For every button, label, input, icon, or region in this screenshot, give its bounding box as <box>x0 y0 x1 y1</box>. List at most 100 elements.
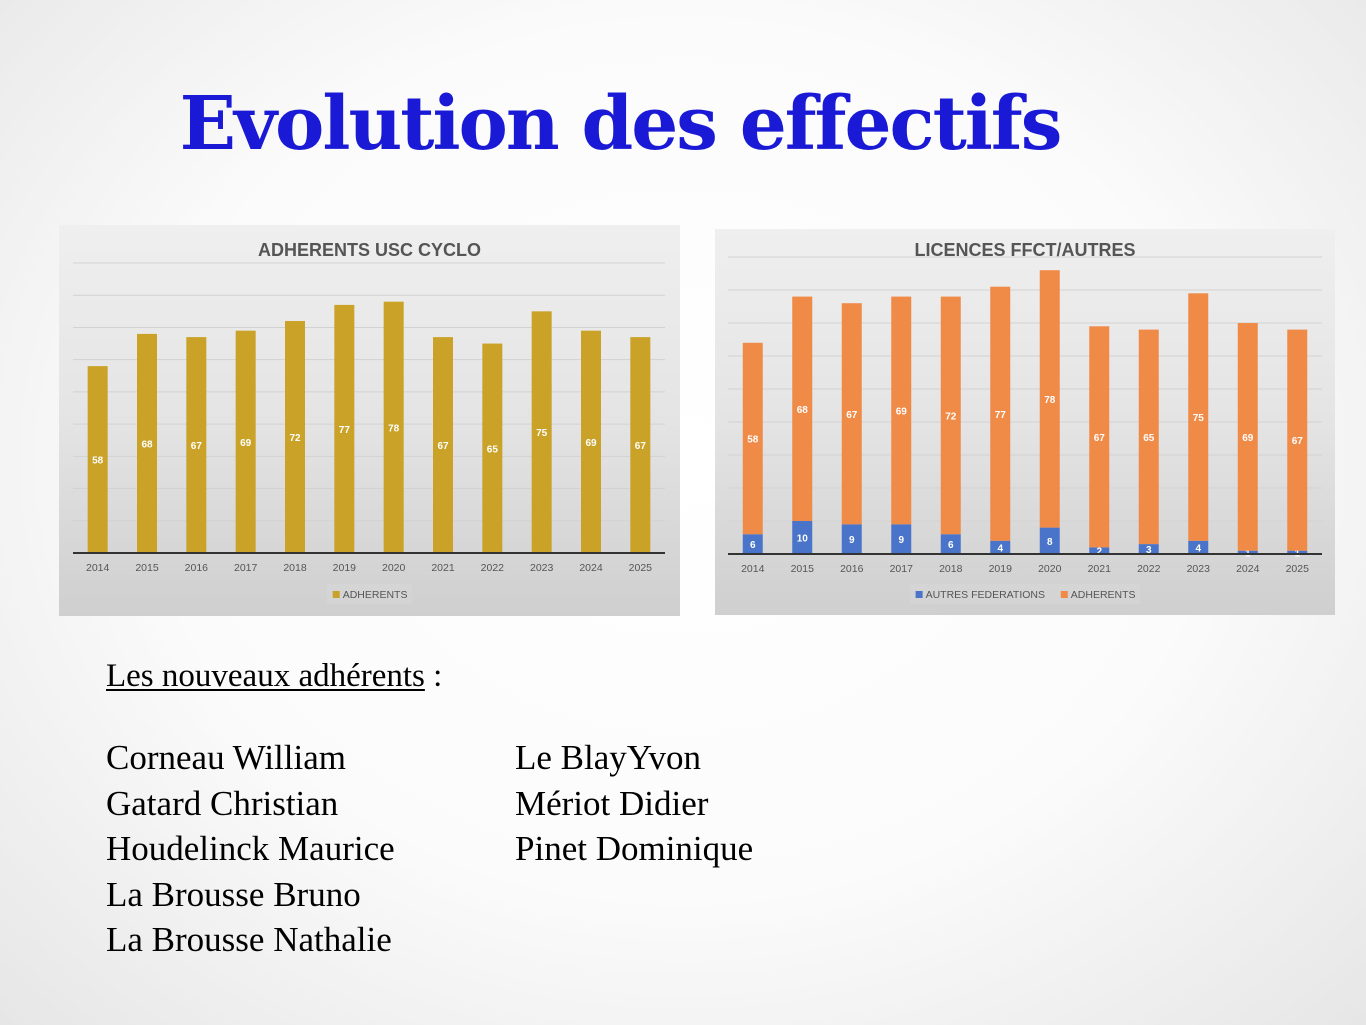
data-label: 6 <box>948 540 954 551</box>
bar <box>1237 550 1258 554</box>
bar <box>1039 270 1060 528</box>
x-tick-label: 2023 <box>530 562 554 574</box>
data-label: 69 <box>240 438 252 449</box>
new-members-heading-text: Les nouveaux adhérents <box>106 658 425 694</box>
bar <box>891 524 912 554</box>
data-label: 69 <box>896 406 908 417</box>
bar <box>792 296 813 521</box>
member-name: La Brousse Nathalie <box>106 920 392 960</box>
adherents-chart-svg: ADHERENTS USC CYCLO 58 2014 68 2015 67 2016 69 2… <box>73 240 665 604</box>
x-tick-label: 2021 <box>431 562 455 574</box>
member-name: Corneau William <box>106 738 346 777</box>
data-label: 67 <box>635 441 647 452</box>
x-tick-label: 2019 <box>333 562 357 574</box>
chart-title: ADHERENTS USC CYCLO <box>258 240 481 260</box>
bar <box>235 330 256 553</box>
bar <box>482 343 503 553</box>
bar <box>630 337 651 553</box>
x-tick-label: 2020 <box>382 562 406 574</box>
bar <box>990 540 1011 554</box>
bar <box>383 301 404 553</box>
chart-title: LICENCES FFCT/AUTRES <box>914 240 1135 260</box>
data-label: 4 <box>1195 543 1201 554</box>
x-tick-label: 2018 <box>283 562 307 574</box>
bar <box>581 330 601 553</box>
licences-chart: LICENCES FFCT/AUTRES 6 58 2014 10 68 2015 9 67 20… <box>715 229 1335 615</box>
data-label: 4 <box>997 543 1003 554</box>
x-tick-label: 2014 <box>86 562 110 574</box>
data-label: 75 <box>536 428 548 439</box>
bar <box>1188 293 1209 541</box>
member-name: Pinet Dominique <box>515 829 754 869</box>
data-label: 6 <box>750 540 756 551</box>
member-name: La Brousse Bruno <box>106 874 361 914</box>
data-label: 77 <box>995 410 1007 421</box>
bar <box>1138 544 1159 554</box>
data-label: 75 <box>1193 413 1205 424</box>
x-tick-label: 2024 <box>579 562 603 574</box>
data-label: 65 <box>487 444 499 455</box>
bar <box>87 366 108 553</box>
legend-swatch <box>915 591 923 598</box>
data-label: 65 <box>1143 433 1155 444</box>
x-tick-label: 2024 <box>1236 563 1260 575</box>
x-tick-label: 2017 <box>890 563 914 575</box>
data-label: 72 <box>945 411 957 422</box>
member-name: Le BlayYvon <box>515 738 702 777</box>
x-tick-label: 2017 <box>234 562 258 574</box>
bar <box>742 342 763 535</box>
adherents-chart: ADHERENTS USC CYCLO 58 2014 68 2015 67 2016 69 2… <box>59 225 680 616</box>
legend-box <box>909 584 1141 604</box>
x-tick-label: 2018 <box>939 563 963 575</box>
data-label: 67 <box>1292 436 1304 447</box>
x-tick-label: 2022 <box>1137 563 1161 575</box>
x-tick-label: 2015 <box>791 563 815 575</box>
new-members-list-left: Corneau William Gatard Christian Houdeli… <box>106 735 395 963</box>
legend-box <box>326 584 413 604</box>
bar <box>940 296 961 535</box>
data-label: 68 <box>141 439 153 450</box>
new-members-list-right: Le BlayYvon Mériot Didier Pinet Dominiqu… <box>515 735 753 872</box>
bar <box>137 333 157 553</box>
bar <box>990 286 1011 541</box>
data-label: 69 <box>585 438 597 449</box>
data-label: 78 <box>1044 395 1056 406</box>
x-tick-label: 2023 <box>1187 563 1211 575</box>
bar <box>841 303 862 525</box>
bar <box>1138 329 1159 545</box>
member-name: Gatard Christian <box>106 783 339 823</box>
data-label: 9 <box>849 535 855 546</box>
x-tick-label: 2021 <box>1088 563 1112 575</box>
licences-chart-svg: LICENCES FFCT/AUTRES65820141068201596720… <box>728 240 1322 604</box>
data-label: 72 <box>289 433 301 444</box>
data-label: 69 <box>1242 433 1254 444</box>
bar <box>841 524 862 554</box>
data-label: 67 <box>191 441 203 452</box>
bar <box>186 337 207 553</box>
data-label: 2 <box>1096 547 1102 558</box>
new-members-heading: Les nouveaux adhérents : <box>106 658 442 695</box>
legend-swatch <box>332 591 340 598</box>
x-tick-label: 2016 <box>840 563 864 575</box>
bar <box>940 534 961 554</box>
legend-swatch <box>1060 591 1068 598</box>
x-tick-label: 2014 <box>741 563 765 575</box>
legend-label: ADHERENTS <box>1071 589 1136 601</box>
data-label: 67 <box>437 441 449 452</box>
bar <box>1287 329 1308 551</box>
member-name: Mériot Didier <box>515 783 709 823</box>
data-label: 3 <box>1146 545 1152 556</box>
data-label: 67 <box>846 410 858 421</box>
bar <box>1039 527 1060 554</box>
x-tick-label: 2025 <box>629 562 653 574</box>
x-tick-label: 2015 <box>135 562 159 574</box>
bar <box>1089 326 1110 548</box>
x-tick-label: 2016 <box>185 562 209 574</box>
data-label: 68 <box>797 405 809 416</box>
page-title: Evolution des effectifs <box>179 81 1063 167</box>
bar <box>334 304 355 553</box>
bar <box>1287 550 1308 554</box>
x-tick-label: 2022 <box>481 562 505 574</box>
bar <box>433 337 453 553</box>
bar <box>285 321 305 553</box>
